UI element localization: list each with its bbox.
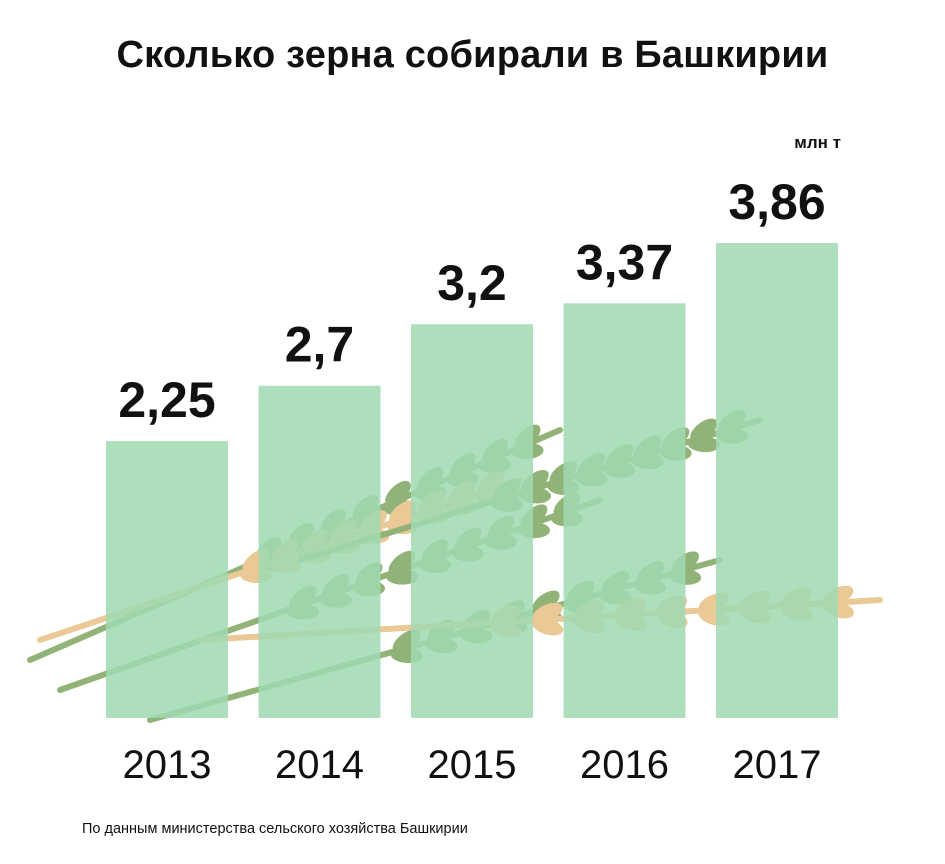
wheat-grain [532, 590, 560, 614]
category-label-2015: 2015 [428, 743, 517, 787]
wheat-grain [386, 568, 418, 585]
bar-2013 [106, 441, 228, 718]
wheat-grain [687, 436, 720, 453]
category-label-2014: 2014 [275, 743, 364, 787]
value-labels-group: 2,25 2,7 3,2 3,37 3,86 [118, 174, 825, 428]
value-label-2015: 3,2 [437, 255, 507, 311]
source-note: По данным министерства сельского хозяйст… [82, 821, 468, 837]
value-label-2016: 3,37 [576, 234, 673, 290]
bar-2014 [258, 385, 381, 718]
bar-2017 [716, 243, 838, 718]
wheat-grain [388, 550, 416, 575]
value-label-2014: 2,7 [285, 317, 355, 373]
wheat-grain [532, 617, 564, 636]
category-labels-group: 2013 2014 2015 2016 2017 [123, 743, 822, 787]
bar-2015 [411, 324, 533, 718]
category-label-2013: 2013 [123, 743, 212, 787]
category-label-2016: 2016 [580, 743, 669, 787]
wheat-grain [389, 500, 417, 524]
value-label-2017: 3,86 [728, 174, 825, 230]
wheat-grain [690, 418, 718, 442]
category-label-2017: 2017 [733, 743, 822, 787]
bar-2016 [563, 303, 686, 718]
chart-title: Сколько зерна собирали в Башкирии [116, 34, 829, 76]
value-label-2013: 2,25 [118, 372, 215, 428]
wheat-grain [532, 602, 563, 623]
bars-group [106, 243, 838, 718]
unit-label: млн т [794, 133, 841, 152]
wheat-grain [385, 480, 411, 506]
